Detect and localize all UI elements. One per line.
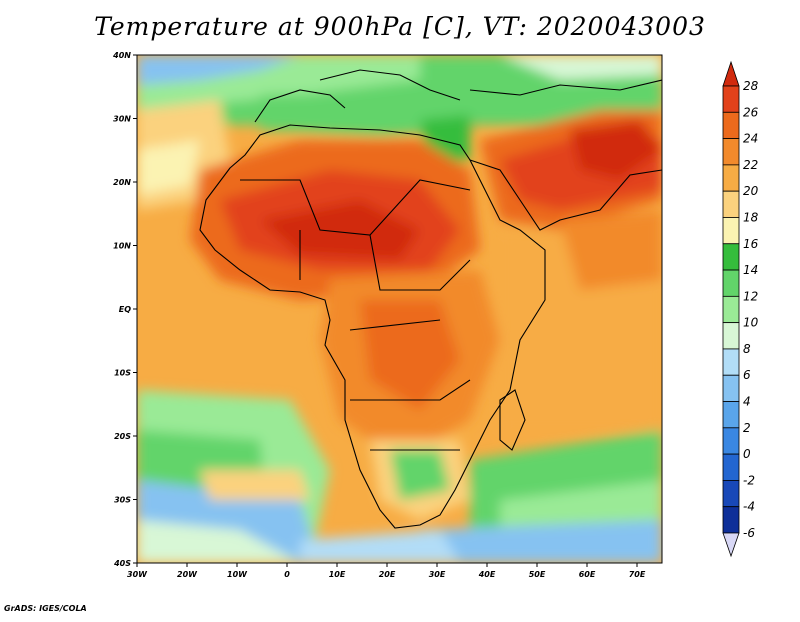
colorbar-label: 4 bbox=[743, 395, 751, 409]
colorbar-label: 26 bbox=[743, 105, 759, 119]
colorbar-label: -2 bbox=[743, 473, 755, 487]
colorbar-swatch bbox=[722, 480, 740, 508]
lat-tick-label: 40S bbox=[113, 559, 131, 568]
colorbar-top-arrow bbox=[722, 60, 740, 87]
lat-tick-label: 40N bbox=[112, 51, 131, 60]
lon-tick-label: 40E bbox=[478, 570, 496, 579]
lat-tick-label: 10S bbox=[114, 369, 131, 378]
lon-tick-label: 0 bbox=[284, 570, 290, 579]
lon-tick-label: 50E bbox=[529, 570, 546, 579]
map-title: Temperature at 900hPa [C], VT: 202004300… bbox=[94, 12, 706, 41]
colorbar-label: 20 bbox=[743, 184, 759, 198]
lat-tick-label: 10N bbox=[113, 242, 131, 251]
colorbar-swatch bbox=[722, 138, 740, 166]
temperature-field bbox=[137, 55, 662, 563]
grads-credit: GrADS: IGES/COLA bbox=[4, 604, 87, 613]
colorbar-swatch bbox=[722, 85, 740, 113]
colorbar-swatch bbox=[722, 190, 740, 218]
lat-tick-label: EQ bbox=[119, 305, 131, 314]
colorbar-label: 24 bbox=[743, 132, 758, 146]
colorbar-swatch bbox=[722, 401, 740, 429]
colorbar-swatch bbox=[722, 374, 740, 402]
colorbar-label: 0 bbox=[743, 447, 751, 461]
lon-tick-label: 30E bbox=[429, 570, 446, 579]
colorbar-label: 6 bbox=[743, 368, 751, 382]
colorbar-swatch bbox=[722, 243, 740, 271]
lon-tick-label: 60E bbox=[579, 570, 596, 579]
lon-tick-label: 20W bbox=[177, 570, 198, 579]
colorbar-label: 16 bbox=[743, 237, 759, 251]
coastlines bbox=[199, 69, 662, 529]
colorbar-swatch bbox=[722, 427, 740, 455]
lon-tick-label: 10E bbox=[329, 570, 346, 579]
colorbar-swatch bbox=[722, 453, 740, 481]
colorbar-swatch bbox=[722, 322, 740, 350]
colorbar-label: 12 bbox=[743, 289, 758, 303]
colorbar-swatch bbox=[722, 269, 740, 297]
colorbar-label: -6 bbox=[743, 526, 755, 540]
lon-tick-label: 70E bbox=[629, 570, 646, 579]
lat-tick-label: 30N bbox=[113, 115, 131, 124]
colorbar-label: -4 bbox=[743, 500, 755, 514]
lon-tick-label: 30W bbox=[127, 570, 148, 579]
longitude-axis: 30W 20W 10W 0 10E 20E 30E 40E 50E 60E 70E bbox=[127, 563, 646, 579]
colorbar-swatch bbox=[722, 217, 740, 245]
colorbar-label: 8 bbox=[743, 342, 751, 356]
colorbar-swatch bbox=[722, 295, 740, 324]
colorbar-label: 2 bbox=[743, 421, 751, 435]
colorbar-label: 22 bbox=[743, 158, 758, 172]
lat-tick-label: 20N bbox=[113, 178, 131, 187]
colorbar-swatch bbox=[722, 111, 740, 139]
colorbar-label: 10 bbox=[743, 316, 759, 330]
lat-tick-label: 30S bbox=[114, 496, 131, 505]
colorbar-swatch bbox=[722, 348, 740, 376]
colorbar-swatch bbox=[722, 164, 740, 192]
lat-tick-label: 20S bbox=[114, 432, 131, 441]
colorbar-bottom-arrow bbox=[722, 532, 740, 558]
latitude-axis: 40N 30N 20N 10N EQ 10S 20S 30S 40S bbox=[112, 51, 137, 568]
colorbar-label: 28 bbox=[743, 79, 759, 93]
colorbar-swatch bbox=[722, 506, 740, 534]
lon-tick-label: 20E bbox=[379, 570, 396, 579]
lon-tick-label: 10W bbox=[227, 570, 248, 579]
colorbar-label: 18 bbox=[743, 210, 759, 224]
colorbar-label: 14 bbox=[743, 263, 758, 277]
